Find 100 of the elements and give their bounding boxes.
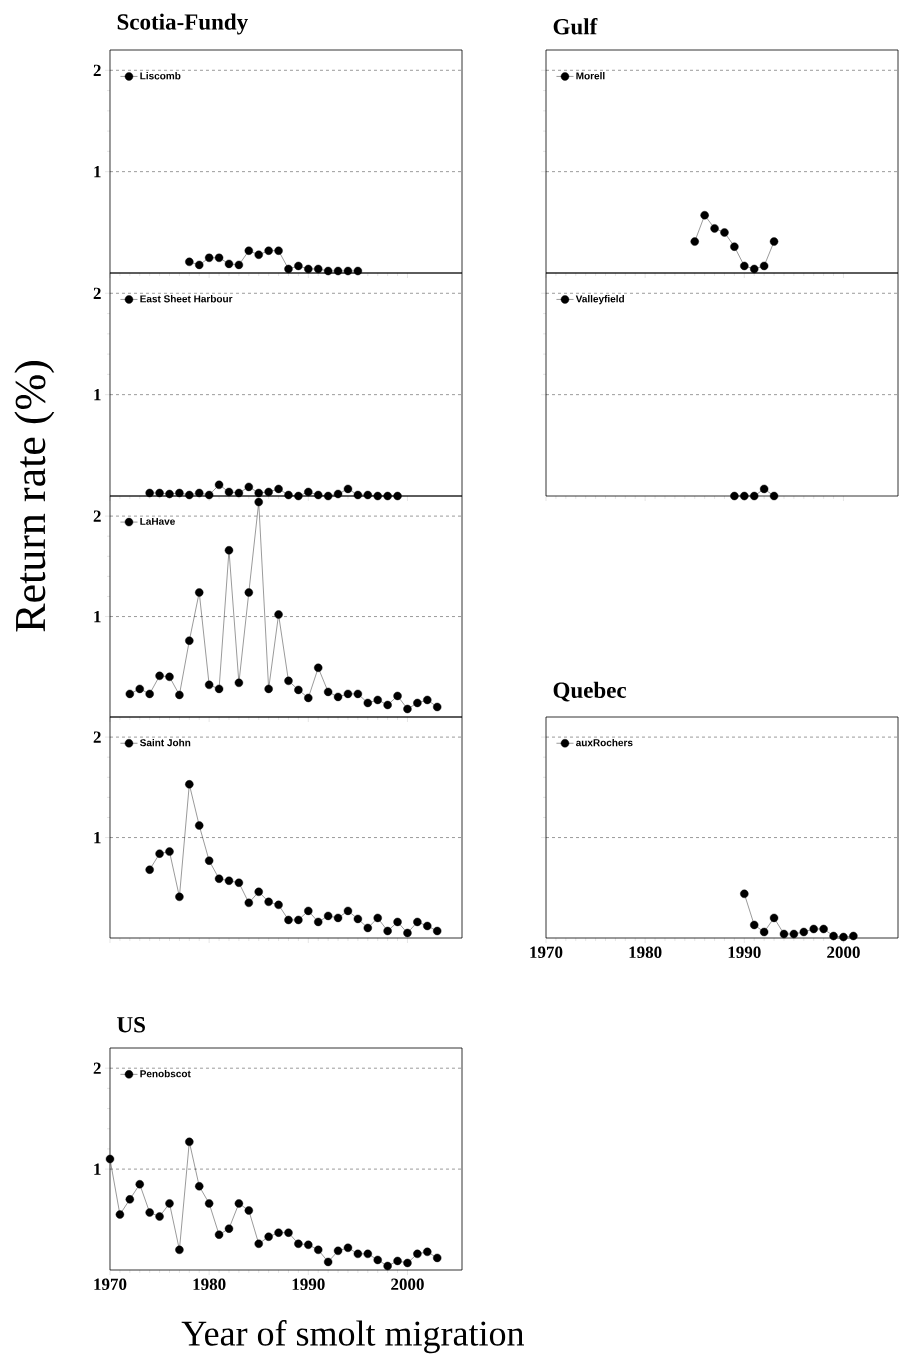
point: [383, 926, 392, 936]
legend-label: Saint John: [139, 738, 191, 747]
point: [363, 1249, 373, 1259]
point: [185, 636, 194, 645]
point: [204, 680, 214, 690]
point: [333, 266, 343, 276]
point: [433, 1253, 442, 1263]
point: [274, 1228, 283, 1237]
point: [254, 250, 263, 259]
point: [373, 913, 382, 923]
point: [234, 678, 244, 688]
point: [155, 488, 164, 498]
point: [264, 246, 273, 255]
point: [234, 878, 244, 887]
point: [750, 920, 759, 930]
point: [145, 1208, 154, 1217]
point: [234, 1199, 244, 1208]
point: [214, 874, 224, 883]
point: [423, 1247, 432, 1257]
point: [413, 698, 422, 708]
y-tick-label: 1: [94, 1163, 101, 1175]
point: [244, 588, 254, 597]
point: [224, 487, 234, 497]
point: [195, 821, 204, 830]
point: [373, 1255, 382, 1265]
point: [433, 702, 442, 712]
point: [333, 1246, 343, 1256]
point: [214, 1230, 224, 1239]
point: [343, 906, 353, 916]
point: [175, 892, 184, 902]
point: [779, 929, 789, 939]
point: [393, 917, 402, 927]
point: [274, 484, 283, 494]
point: [294, 685, 303, 695]
y-tick-label: 1: [94, 166, 101, 178]
point: [264, 684, 273, 694]
point: [195, 1182, 204, 1191]
point: [750, 264, 759, 274]
point: [710, 224, 719, 233]
point: [214, 480, 224, 490]
point: [809, 924, 818, 934]
point: [839, 932, 848, 942]
legend-label: Morell: [576, 72, 605, 80]
point: [413, 1249, 422, 1259]
point: [125, 1195, 135, 1204]
point: [393, 1256, 402, 1266]
point: [145, 689, 154, 699]
point: [224, 1224, 234, 1233]
x-tick-label: 1990: [728, 946, 761, 959]
point: [403, 928, 412, 938]
point: [353, 1249, 363, 1259]
point: [264, 897, 273, 907]
point: [343, 689, 353, 699]
point: [214, 253, 224, 262]
point: [145, 488, 154, 498]
point: [254, 1239, 263, 1248]
point: [323, 1257, 333, 1267]
point: [185, 1137, 194, 1147]
point: [185, 780, 194, 789]
point: [214, 684, 224, 694]
legend-label: Penobscot: [140, 1069, 191, 1078]
point: [284, 915, 293, 925]
point: [323, 266, 333, 276]
point: [165, 672, 174, 682]
point: [799, 927, 808, 937]
point: [363, 923, 373, 933]
point: [204, 490, 214, 500]
point: [353, 914, 363, 924]
x-tick-label: 1980: [193, 1278, 226, 1291]
y-tick-label: 2: [93, 731, 101, 743]
point: [304, 264, 313, 274]
chart-title: Quebec: [553, 681, 627, 702]
point: [294, 915, 303, 925]
point: [314, 663, 323, 672]
point: [294, 1239, 303, 1248]
point: [720, 228, 729, 237]
point: [819, 924, 828, 934]
point: [373, 491, 382, 501]
chart-title: Scotia-Fundy: [117, 13, 248, 35]
point: [115, 1210, 125, 1219]
point: [314, 917, 323, 927]
point: [759, 261, 769, 271]
point: [175, 690, 184, 700]
x-tick-label: 2000: [391, 1278, 424, 1291]
point: [274, 246, 283, 255]
point: [314, 1245, 323, 1255]
point: [433, 926, 442, 936]
point: [789, 929, 799, 939]
x-tick-label: 1990: [292, 1278, 325, 1291]
point: [274, 900, 283, 910]
point: [769, 913, 779, 923]
point: [254, 887, 263, 896]
point: [264, 1232, 273, 1241]
y-tick-label: 1: [94, 389, 101, 401]
point: [323, 687, 333, 697]
y-tick-label: 1: [94, 831, 101, 844]
point: [730, 242, 739, 251]
point: [224, 876, 234, 885]
point: [304, 906, 313, 916]
point: [165, 847, 174, 856]
